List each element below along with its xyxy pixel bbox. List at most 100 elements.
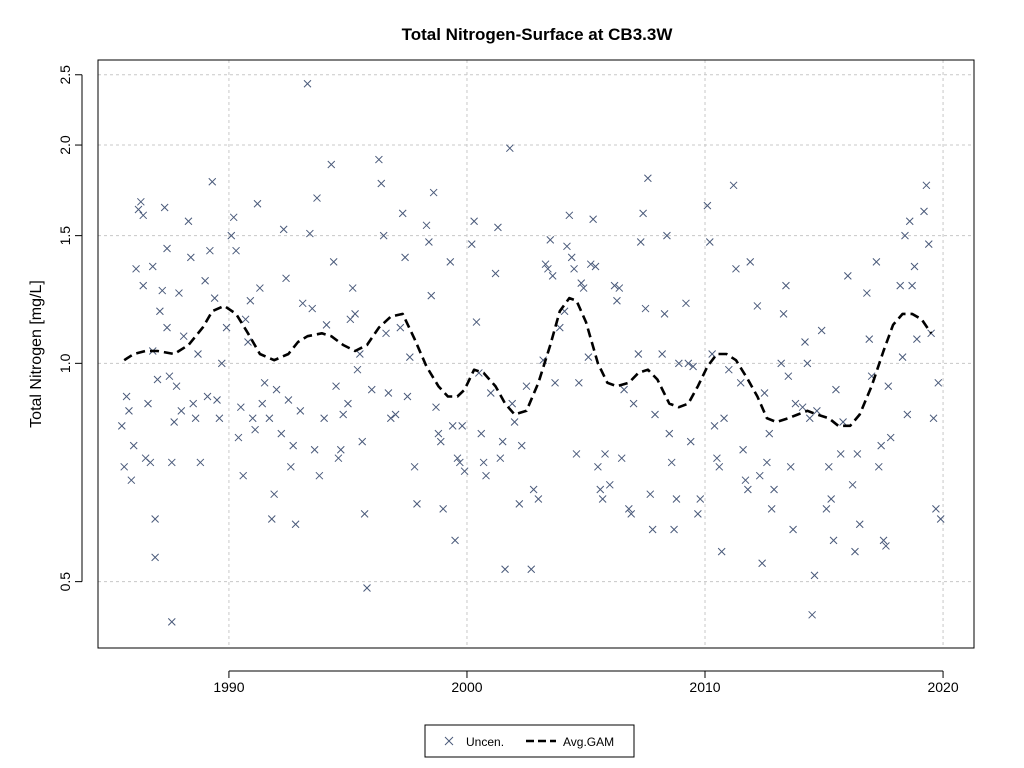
data-point [160, 203, 169, 212]
data-point [284, 396, 293, 404]
data-point [886, 433, 895, 442]
data-point [705, 238, 714, 246]
data-point [363, 584, 371, 592]
data-point [472, 318, 481, 326]
data-point [636, 238, 645, 246]
data-point [922, 181, 931, 190]
data-point [234, 433, 243, 442]
data-point [429, 188, 438, 197]
data-point [641, 304, 650, 313]
data-point [413, 500, 421, 508]
data-point [551, 378, 559, 387]
data-point [446, 258, 455, 266]
data-point [201, 276, 209, 285]
data-point [848, 480, 857, 489]
data-point [453, 454, 462, 463]
data-point [744, 485, 752, 494]
data-point [194, 350, 202, 358]
data-point [544, 264, 552, 273]
data-point [386, 414, 395, 423]
data-point [158, 286, 167, 295]
data-point [375, 155, 383, 164]
data-point [336, 445, 345, 454]
data-point [791, 399, 800, 408]
data-point [758, 559, 766, 568]
data-point [613, 296, 621, 305]
data-point [786, 462, 795, 471]
x-tick-label: 2010 [689, 679, 720, 695]
x-axis: 1990 2000 2010 2020 [213, 670, 959, 695]
data-point [496, 454, 505, 463]
data-point [148, 262, 157, 271]
data-point [382, 329, 390, 338]
data-point [129, 441, 138, 450]
data-point [660, 310, 669, 318]
data-point [298, 299, 307, 308]
data-point [329, 258, 338, 266]
data-point [696, 495, 705, 503]
data-point [579, 284, 588, 292]
data-point [282, 274, 290, 283]
points-layer [117, 79, 945, 626]
data-point [470, 217, 478, 226]
data-point [779, 310, 788, 318]
data-point [494, 223, 502, 232]
data-point [610, 281, 619, 290]
data-point [144, 399, 152, 408]
data-point [391, 410, 400, 419]
y-tick-label: 1.5 [57, 226, 73, 246]
data-point [686, 437, 695, 446]
data-point [508, 399, 517, 408]
data-point [682, 299, 690, 308]
data-point [401, 253, 409, 262]
data-point [320, 414, 328, 423]
data-point [689, 362, 697, 371]
data-point [517, 441, 526, 450]
data-point [136, 197, 145, 206]
legend-label-uncen: Uncen. [466, 735, 504, 749]
data-point [348, 284, 357, 292]
data-point [646, 490, 655, 499]
data-point [589, 215, 597, 224]
data-point [191, 414, 200, 423]
data-point [863, 289, 871, 297]
data-point [767, 504, 776, 513]
data-point [267, 515, 276, 523]
data-point [874, 462, 883, 471]
data-point [715, 462, 724, 471]
data-point [353, 365, 362, 374]
data-point [172, 382, 181, 391]
data-point [648, 525, 657, 534]
data-point [572, 450, 581, 458]
data-point [615, 284, 624, 292]
data-point [239, 471, 248, 480]
data-point [913, 335, 921, 343]
data-point [125, 406, 133, 415]
data-point [934, 378, 943, 387]
data-point [770, 485, 778, 494]
data-point [789, 525, 797, 534]
data-point [651, 410, 659, 419]
data-point [627, 510, 636, 518]
data-point [258, 399, 267, 408]
data-point [877, 441, 886, 450]
data-point [132, 264, 140, 273]
data-point [248, 414, 257, 423]
data-point [313, 194, 321, 202]
data-point [729, 181, 738, 190]
data-point [236, 403, 245, 412]
data-point [208, 177, 217, 186]
data-point [670, 525, 678, 534]
x-tick-label: 1990 [213, 679, 244, 695]
data-point [853, 450, 862, 458]
data-point [529, 485, 538, 494]
data-point [703, 201, 712, 210]
data-point [665, 429, 674, 438]
data-point [451, 536, 459, 545]
data-point [332, 382, 340, 391]
y-tick-label: 1.0 [57, 353, 73, 373]
data-point [139, 211, 148, 220]
data-point [639, 209, 647, 218]
data-point [882, 542, 890, 550]
data-point [872, 258, 881, 266]
